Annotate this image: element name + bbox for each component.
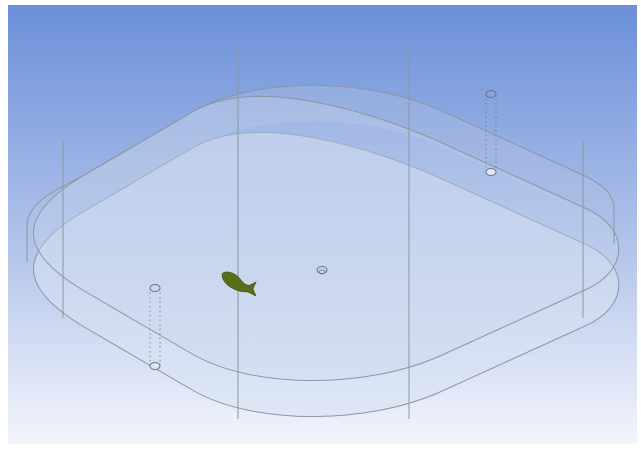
3d-viewport[interactable]	[8, 5, 637, 444]
scene-canvas[interactable]	[8, 5, 637, 444]
